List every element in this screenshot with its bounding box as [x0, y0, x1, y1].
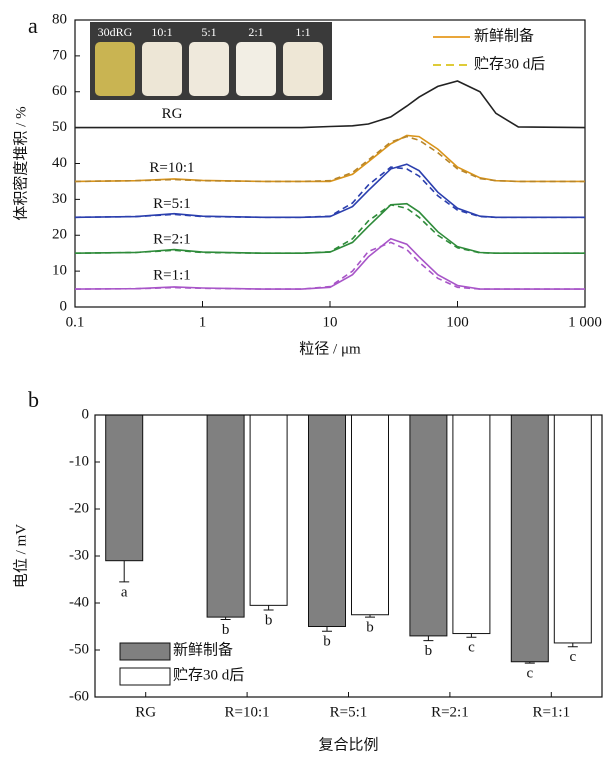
significance-letter: c — [468, 640, 475, 656]
x-tick-label: R=10:1 — [225, 704, 270, 720]
y-tick-label: 0 — [82, 406, 90, 422]
bar — [105, 414, 144, 562]
curve-label: R=2:1 — [153, 232, 191, 248]
error-bar — [220, 617, 231, 620]
y-tick-label: 50 — [52, 119, 67, 135]
x-tick-label: 1 — [199, 314, 207, 330]
y-axis-label: 电位 / mV — [12, 524, 29, 588]
bar — [510, 414, 549, 663]
curve-label: R=10:1 — [149, 160, 194, 176]
error-bar — [466, 633, 477, 638]
error-bar — [524, 661, 535, 664]
panel-letter: a — [28, 13, 38, 38]
inset-label: 30dRG — [98, 25, 133, 39]
error-bar — [119, 560, 130, 583]
y-tick-label: -20 — [69, 500, 89, 516]
y-tick-label: 70 — [52, 47, 67, 63]
inset-label: 10:1 — [151, 25, 172, 39]
y-tick-label: 20 — [52, 227, 67, 243]
error-bar — [365, 614, 375, 618]
significance-letter: b — [366, 620, 374, 636]
series-line — [75, 80, 586, 129]
significance-letter: b — [265, 612, 273, 628]
inset-label: 1:1 — [295, 25, 310, 39]
bar — [553, 414, 592, 644]
legend-swatch — [119, 667, 171, 686]
inset-label: 2:1 — [248, 25, 263, 39]
significance-letter: b — [222, 622, 230, 638]
error-bar — [423, 635, 434, 642]
y-tick-label: -40 — [69, 594, 89, 610]
inset-label: 5:1 — [201, 25, 216, 39]
significance-letter: b — [323, 634, 331, 650]
y-tick-label: 0 — [60, 298, 68, 314]
x-axis-label: 复合比例 — [318, 735, 378, 753]
bar — [409, 414, 448, 637]
y-tick-label: -60 — [69, 688, 89, 704]
panel-letter: b — [28, 387, 39, 412]
y-tick-label: -30 — [69, 547, 89, 563]
x-tick-label: 100 — [446, 314, 469, 330]
significance-letter: b — [425, 643, 433, 659]
bar — [452, 414, 491, 635]
series-line — [74, 202, 585, 254]
series-line — [74, 203, 585, 254]
error-bar — [567, 642, 578, 648]
bar — [351, 414, 389, 616]
inset-photo — [90, 22, 332, 100]
y-tick-label: -50 — [69, 641, 89, 657]
bar — [308, 414, 346, 627]
x-axis-label: 粒径 / μm — [299, 340, 361, 357]
series-line — [74, 237, 585, 290]
y-tick-label: 60 — [52, 83, 67, 99]
bar — [249, 414, 288, 606]
x-tick-label: R=1:1 — [532, 704, 570, 720]
y-tick-label: -10 — [69, 453, 89, 469]
bar — [206, 414, 245, 618]
legend-label: 贮存30 d后 — [173, 666, 244, 683]
curve-label: R=1:1 — [153, 268, 191, 284]
series-line — [74, 135, 585, 183]
x-tick-label: RG — [135, 704, 156, 720]
series-line — [74, 241, 585, 290]
error-bar — [263, 605, 274, 611]
y-tick-label: 30 — [52, 191, 67, 207]
x-tick-label: 0.1 — [66, 314, 85, 330]
legend-swatch — [119, 642, 171, 661]
x-tick-label: 10 — [323, 314, 338, 330]
x-tick-label: 1 000 — [568, 314, 602, 330]
error-bar — [322, 626, 332, 632]
plot-frame — [94, 414, 603, 698]
significance-letter: c — [526, 666, 533, 682]
significance-letter: c — [569, 649, 576, 665]
y-axis-label: 体积密度堆积 / % — [12, 106, 29, 220]
y-tick-label: 80 — [52, 11, 67, 27]
legend-label: 贮存30 d后 — [474, 55, 545, 72]
legend-label: 新鲜制备 — [173, 641, 233, 658]
series-line — [74, 166, 585, 219]
x-tick-label: R=5:1 — [330, 704, 368, 720]
significance-letter: a — [121, 584, 128, 600]
legend-label: 新鲜制备 — [474, 27, 534, 44]
x-tick-label: R=2:1 — [431, 704, 469, 720]
y-tick-label: 40 — [52, 155, 67, 171]
curve-label: RG — [162, 106, 183, 122]
curve-label: R=5:1 — [153, 196, 191, 212]
y-tick-label: 10 — [52, 263, 67, 279]
